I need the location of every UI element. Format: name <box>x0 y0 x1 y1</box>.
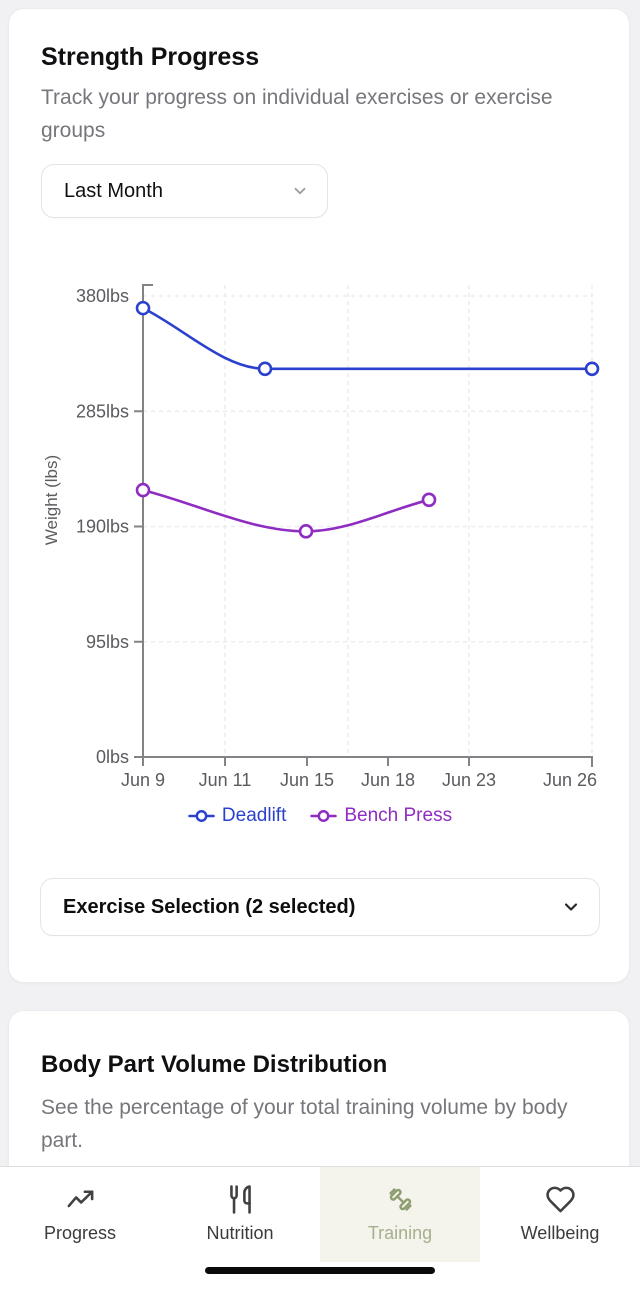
body-part-card-title: Body Part Volume Distribution <box>41 1051 388 1078</box>
tab-label: Wellbeing <box>520 1223 600 1243</box>
data-point[interactable] <box>257 361 273 377</box>
strength-card-title: Strength Progress <box>41 43 260 71</box>
tab-label: Progress <box>43 1223 117 1243</box>
utensils-icon <box>229 1185 251 1214</box>
chevron-down-icon <box>564 903 578 911</box>
strength-progress-card: Strength Progress Track your progress on… <box>8 8 630 983</box>
dumbbell-icon <box>388 1188 412 1211</box>
data-point[interactable] <box>135 482 151 498</box>
body-part-card-subtitle: See the percentage of your total trainin… <box>41 1096 568 1152</box>
svg-text:Jun 23: Jun 23 <box>442 770 496 790</box>
svg-text:Jun 26: Jun 26 <box>543 770 597 790</box>
chart-legend: Deadlift Bench Press <box>0 805 640 827</box>
svg-text:Jun 11: Jun 11 <box>199 770 252 790</box>
svg-text:Jun 15: Jun 15 <box>280 770 334 790</box>
legend-label: Deadlift <box>221 805 287 826</box>
legend-label: Bench Press <box>344 805 453 826</box>
period-select[interactable]: Last Month <box>41 164 328 218</box>
home-indicator[interactable] <box>205 1267 435 1274</box>
chevron-down-icon <box>294 187 306 195</box>
svg-text:285lbs: 285lbs <box>76 401 129 421</box>
legend-marker-bench-press-icon <box>310 810 338 822</box>
strength-chart: 0lbs 95lbs 190lbs 285lbs 380lbs Jun 9 Jun 11 Ju… <box>42 284 600 790</box>
strength-card-subtitle: Track your progress on individual exerci… <box>41 86 553 142</box>
data-point[interactable] <box>135 300 151 316</box>
data-point[interactable] <box>421 492 437 508</box>
tab-progress[interactable]: Progress <box>0 1167 160 1262</box>
exercise-selection-label: Exercise Selection (2 selected) <box>63 895 356 918</box>
svg-text:Jun 18: Jun 18 <box>361 770 415 790</box>
heart-icon <box>545 1186 575 1213</box>
tab-bar: Progress Nutrition Training Wellbeing <box>0 1166 640 1291</box>
period-select-value: Last Month <box>64 179 163 202</box>
legend-item-bench-press[interactable]: Bench Press <box>310 805 452 827</box>
legend-item-deadlift[interactable]: Deadlift <box>188 805 286 827</box>
tab-nutrition[interactable]: Nutrition <box>160 1167 320 1262</box>
svg-text:95lbs: 95lbs <box>86 632 129 652</box>
svg-text:190lbs: 190lbs <box>76 517 129 537</box>
tab-wellbeing[interactable]: Wellbeing <box>480 1167 640 1262</box>
svg-text:Jun 9: Jun 9 <box>121 770 165 790</box>
data-point[interactable] <box>584 361 600 377</box>
legend-marker-deadlift-icon <box>188 810 215 822</box>
svg-text:0lbs: 0lbs <box>96 747 129 767</box>
data-point[interactable] <box>298 524 314 539</box>
tab-label: Training <box>367 1223 433 1243</box>
trending-up-icon <box>67 1190 93 1208</box>
tab-training[interactable]: Training <box>320 1167 480 1262</box>
svg-text:380lbs: 380lbs <box>76 286 129 306</box>
tab-label: Nutrition <box>206 1223 274 1243</box>
svg-text:Weight (lbs): Weight (lbs) <box>42 455 61 545</box>
exercise-selection-button[interactable]: Exercise Selection (2 selected) <box>40 878 600 936</box>
